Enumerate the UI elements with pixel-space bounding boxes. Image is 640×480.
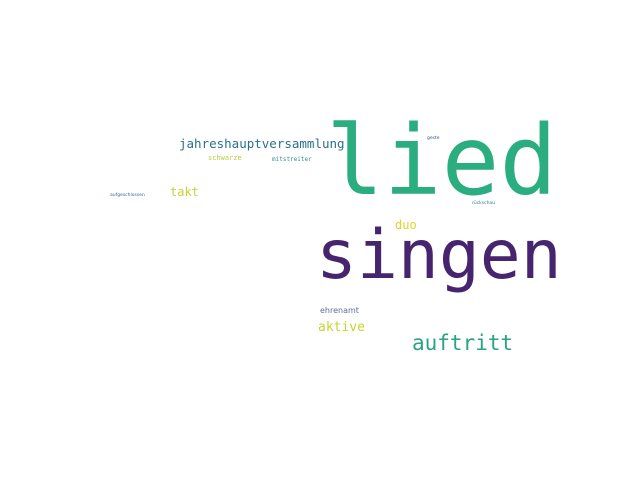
word-rueckschau: rückschau <box>472 201 496 206</box>
word-geste: geste <box>427 136 440 141</box>
word-aufgeschlossen: aufgeschlossen <box>110 193 145 198</box>
word-schwarze: schwarze <box>208 154 242 162</box>
word-jahreshauptversammlung: jahreshauptversammlung <box>179 136 345 151</box>
word-lied: lied <box>326 105 558 217</box>
word-aktive: aktive <box>318 320 365 335</box>
word-mitstreiter: mitstreiter <box>272 156 312 163</box>
word-auftritt: auftritt <box>412 331 514 355</box>
word-duo: duo <box>395 218 417 232</box>
word-singen: singen <box>316 216 562 295</box>
word-ehrenamt: ehrenamt <box>320 306 359 315</box>
word-takt: takt <box>170 185 199 199</box>
